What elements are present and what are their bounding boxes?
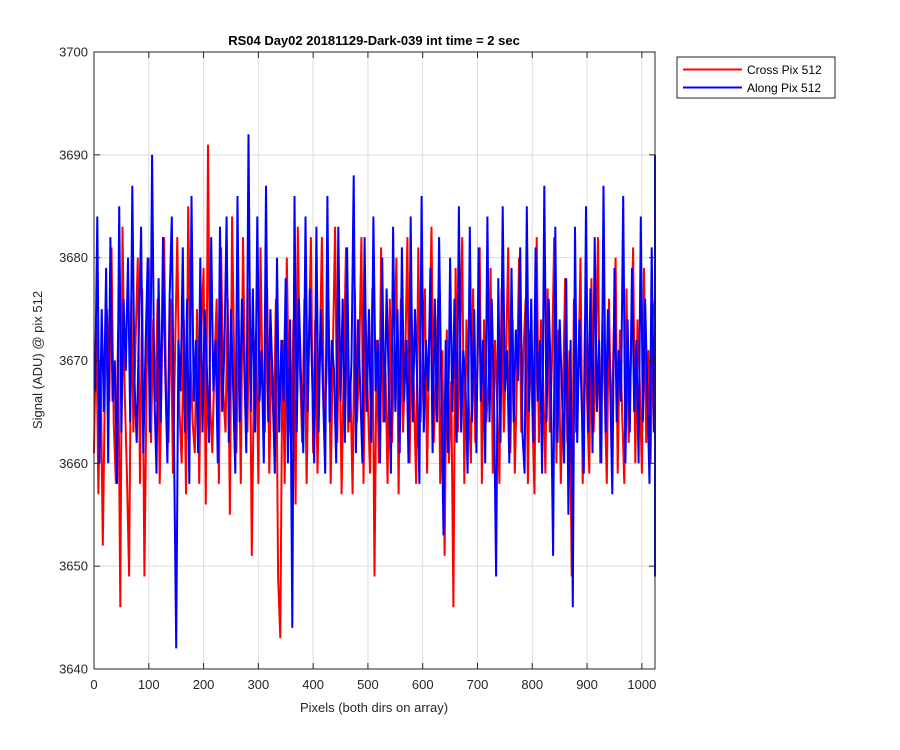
x-tick-label: 100: [138, 677, 160, 692]
y-axis-label: Signal (ADU) @ pix 512: [30, 291, 45, 429]
legend: Cross Pix 512 Along Pix 512: [676, 56, 836, 99]
x-tick-label: 900: [576, 677, 598, 692]
y-tick-label: 3680: [59, 250, 88, 265]
series-line-along-pix: [94, 134, 656, 649]
x-tick-label: 200: [193, 677, 215, 692]
x-tick-label: 400: [302, 677, 324, 692]
y-tick-label: 3660: [59, 456, 88, 471]
series-line-cross-pix: [93, 144, 656, 639]
x-tick-label: 700: [467, 677, 489, 692]
x-tick-label: 500: [357, 677, 379, 692]
x-axis-label: Pixels (both dirs on array): [300, 700, 448, 715]
y-tick-label: 3640: [59, 662, 88, 677]
chart-title: RS04 Day02 20181129-Dark-039 int time = …: [228, 33, 520, 48]
x-tick-label: 300: [248, 677, 270, 692]
y-tick-label: 3650: [59, 559, 88, 574]
y-tick-label: 3690: [59, 147, 88, 162]
y-tick-label: 3670: [59, 353, 88, 368]
legend-label-along-pix: Along Pix 512: [747, 81, 821, 95]
x-tick-label: 600: [412, 677, 434, 692]
y-tick-label: 3700: [59, 45, 88, 60]
series-lines: [93, 134, 656, 649]
legend-label-cross-pix: Cross Pix 512: [747, 63, 822, 77]
legend-box: [676, 56, 836, 99]
x-tick-label: 1000: [627, 677, 656, 692]
x-tick-label: 800: [521, 677, 543, 692]
x-tick-label: 0: [90, 677, 97, 692]
axis-ticks: 0 100 200 300 400 500 600 700 800 900 1000 3640 3650…: [59, 45, 656, 693]
